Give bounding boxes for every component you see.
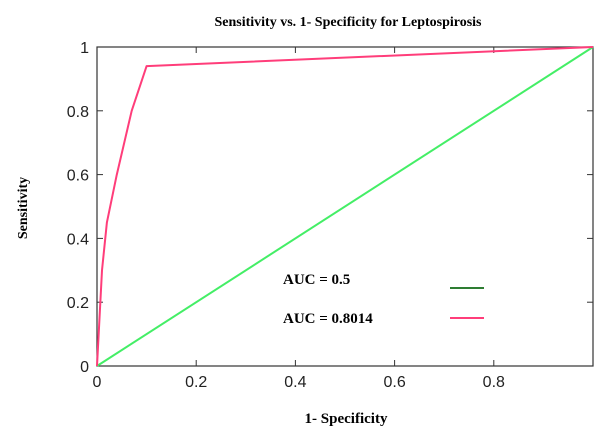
x-axis-ticks: 0 0.2 0.4 0.6 0.8 xyxy=(93,47,505,391)
x-tick-label: 0.4 xyxy=(284,374,306,391)
y-tick-label: 0.8 xyxy=(67,104,89,121)
x-tick-label: 0.2 xyxy=(185,374,207,391)
series-layer xyxy=(96,46,594,367)
y-tick-label: 0.2 xyxy=(67,295,89,312)
x-tick-label: 0.8 xyxy=(483,374,505,391)
series-line-auc-05 xyxy=(96,46,594,367)
x-tick-label: 0 xyxy=(93,374,102,391)
chart-title: Sensitivity vs. 1- Specificity for Lepto… xyxy=(214,15,482,30)
y-axis-ticks: 0 0.2 0.4 0.6 0.8 1 xyxy=(67,40,593,376)
x-axis-label: 1- Specificity xyxy=(305,411,388,427)
y-axis-label: Sensitivity xyxy=(16,177,31,239)
legend-label-auc-08014: AUC = 0.8014 xyxy=(283,311,373,327)
legend-label-auc-05: AUC = 0.5 xyxy=(283,272,350,288)
plot-frame xyxy=(96,46,594,367)
y-tick-label: 0.6 xyxy=(67,168,89,185)
y-tick-label: 0.4 xyxy=(67,231,89,248)
y-tick-label: 1 xyxy=(80,40,89,57)
y-tick-label: 0 xyxy=(80,359,89,376)
legend: AUC = 0.5 AUC = 0.8014 xyxy=(283,272,484,327)
x-tick-label: 0.6 xyxy=(383,374,405,391)
series-line-auc-08014 xyxy=(96,46,594,367)
